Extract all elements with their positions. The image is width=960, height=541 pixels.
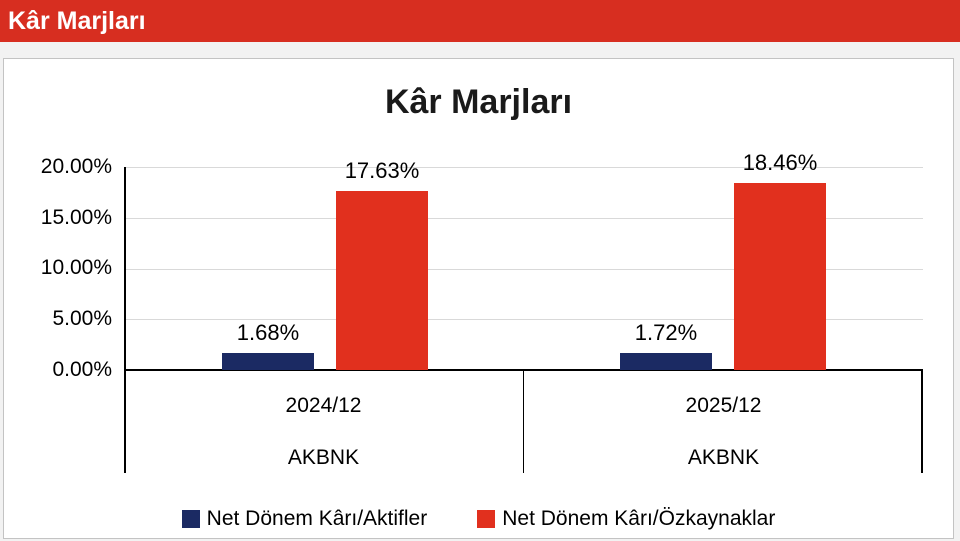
bar-group-2025-ozkaynaklar: 18.46% bbox=[734, 150, 826, 370]
bar-group-2024-ozkaynaklar: 17.63% bbox=[336, 159, 428, 370]
legend-item-aktifler: Net Dönem Kârı/Aktifler bbox=[181, 507, 428, 531]
gridline bbox=[124, 167, 923, 168]
category-ticker-label: AKBNK bbox=[287, 446, 360, 469]
chart-panel: Kâr Marjları 0.00% 5.00% 10.00% 15.00% 2… bbox=[3, 58, 954, 539]
plot-area: 1.68% 17.63% 1.72% 18.46% bbox=[124, 150, 923, 371]
legend-label: Net Dönem Kârı/Aktifler bbox=[206, 507, 428, 530]
chart-legend: Net Dönem Kârı/Aktifler Net Dönem Kârı/Ö… bbox=[4, 507, 953, 531]
category-divider bbox=[921, 370, 923, 473]
bar-value-label: 1.68% bbox=[236, 319, 300, 345]
gridline bbox=[124, 319, 923, 320]
gridline bbox=[124, 269, 923, 270]
bar-red bbox=[336, 191, 428, 370]
category-ticker-label: AKBNK bbox=[687, 446, 760, 469]
legend-swatch-red bbox=[477, 510, 496, 528]
y-axis-line bbox=[124, 167, 126, 473]
bar-group-2025-aktifler: 1.72% bbox=[620, 167, 712, 370]
y-tick-label: 20.00% bbox=[40, 155, 112, 178]
legend-swatch-navy bbox=[181, 510, 200, 528]
bar-navy bbox=[620, 352, 712, 370]
bar-value-label: 17.63% bbox=[344, 158, 420, 184]
bar-group-2024-aktifler: 1.68% bbox=[222, 167, 314, 370]
report-header: Kâr Marjları bbox=[0, 0, 960, 42]
gridline bbox=[124, 218, 923, 219]
y-tick-label: 5.00% bbox=[52, 307, 112, 330]
y-tick-label: 0.00% bbox=[52, 358, 112, 381]
x-axis-category-area: 2024/12 AKBNK 2025/12 AKBNK bbox=[124, 370, 923, 473]
bar-navy bbox=[222, 352, 314, 370]
bar-value-label: 18.46% bbox=[742, 149, 818, 175]
category-2025: 2025/12 AKBNK bbox=[524, 370, 923, 473]
y-tick-label: 15.00% bbox=[40, 206, 112, 229]
bar-red bbox=[734, 182, 826, 370]
report-title: Kâr Marjları bbox=[8, 6, 146, 35]
y-tick-label: 10.00% bbox=[40, 256, 112, 279]
category-2024: 2024/12 AKBNK bbox=[124, 370, 523, 473]
chart-title: Kâr Marjları bbox=[384, 83, 573, 121]
category-period-label: 2024/12 bbox=[285, 394, 362, 417]
category-divider bbox=[523, 370, 524, 473]
legend-label: Net Dönem Kârı/Özkaynaklar bbox=[502, 507, 776, 530]
bar-value-label: 1.72% bbox=[634, 319, 698, 345]
category-period-label: 2025/12 bbox=[685, 394, 762, 417]
legend-item-ozkaynaklar: Net Dönem Kârı/Özkaynaklar bbox=[477, 507, 775, 531]
